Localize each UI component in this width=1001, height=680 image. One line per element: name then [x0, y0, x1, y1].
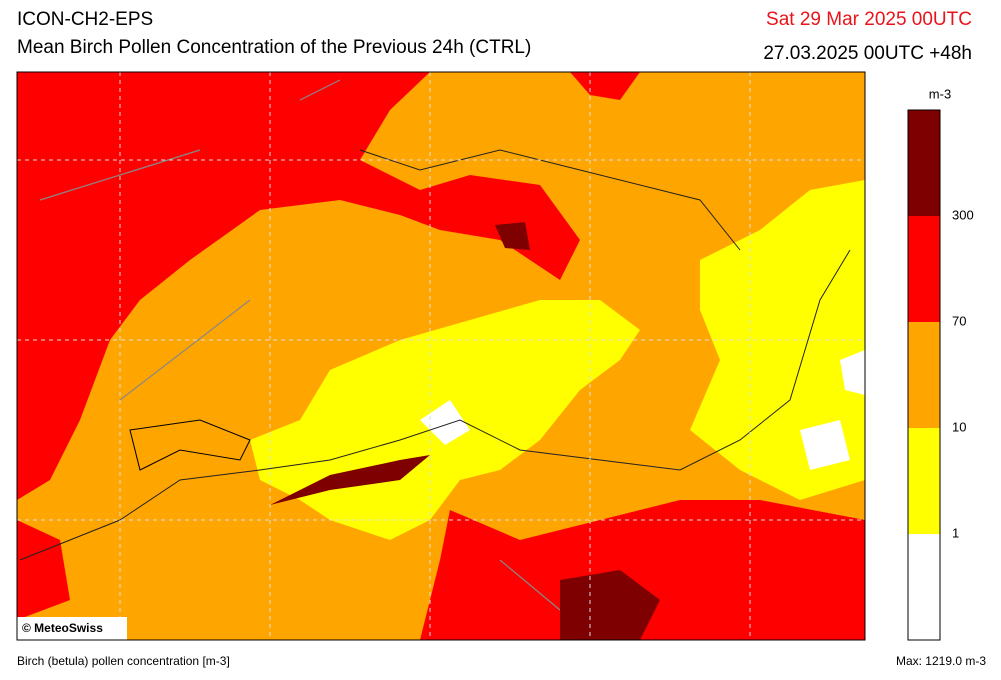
colorbar-label: 300: [952, 207, 974, 222]
graticule: [17, 72, 865, 640]
red-region: [17, 72, 580, 500]
colorbar-segment: [908, 110, 940, 216]
valid-time: Sat 29 Mar 2025 00UTC: [766, 9, 972, 30]
map-frame: [16, 71, 866, 641]
copyright-box: [17, 617, 127, 640]
lake-outline: [129, 419, 251, 471]
colorbar-frame: [907, 109, 941, 641]
river-line: [39, 79, 561, 611]
colorbar-segment: [908, 322, 940, 428]
footer-max: Max: 1219.0 m-3: [896, 654, 986, 668]
map-title: Mean Birch Pollen Concentration of the P…: [17, 37, 531, 58]
map: © MeteoSwiss: [17, 72, 865, 640]
colorbar-segment: [908, 534, 940, 640]
colorbar: 1 10 70 300: [907, 109, 974, 641]
copyright: © MeteoSwiss: [22, 621, 103, 635]
colorbar-segment: [908, 428, 940, 534]
white-region: [420, 350, 865, 470]
model-name: ICON-CH2-EPS: [17, 9, 153, 30]
red-region: [420, 500, 865, 640]
run-time: 27.03.2025 00UTC +48h: [763, 43, 972, 64]
dark-red-region: [270, 222, 660, 640]
colorbar-segment: [908, 216, 940, 322]
footer-variable: Birch (betula) pollen concentration [m-3…: [17, 654, 230, 668]
colorbar-label: 10: [952, 419, 966, 434]
colorbar-label: 70: [952, 313, 966, 328]
colorbar-label: 1: [952, 525, 959, 540]
border-line: [19, 149, 851, 561]
legend-unit: m-3: [929, 86, 951, 101]
